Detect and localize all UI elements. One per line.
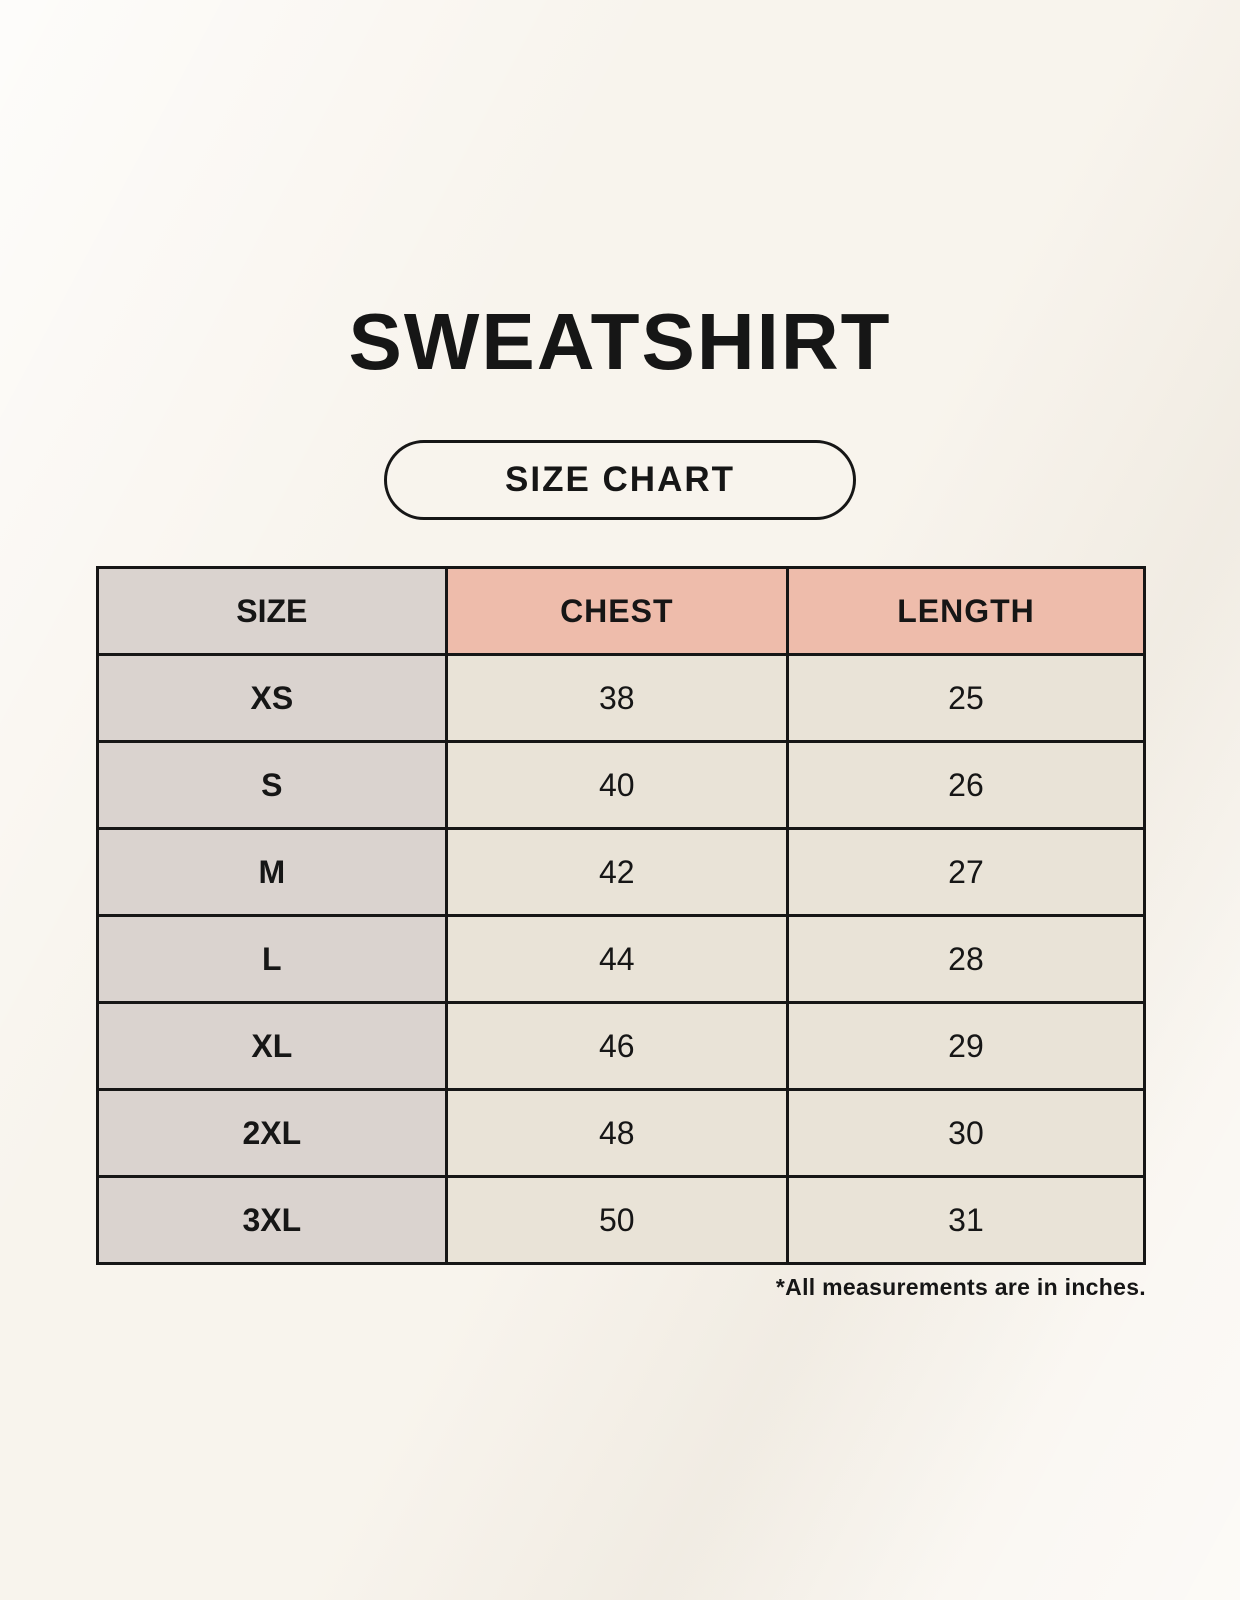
chest-cell: 44 <box>444 914 789 1004</box>
size-cell: XL <box>96 1001 448 1091</box>
table-row: 2XL 48 30 <box>96 1088 1147 1178</box>
length-cell: 25 <box>785 653 1147 743</box>
length-cell: 27 <box>785 827 1147 917</box>
size-table: SIZE CHEST LENGTH XS 38 25 S 40 26 M 42 27 L 44 28 X… <box>96 566 1147 1265</box>
size-cell: 3XL <box>96 1175 448 1265</box>
chest-cell: 38 <box>444 653 789 743</box>
measurements-footnote: *All measurements are in inches. <box>775 1274 1146 1300</box>
length-cell: 30 <box>785 1088 1147 1178</box>
size-cell: L <box>96 914 448 1004</box>
table-row: XS 38 25 <box>96 653 1147 743</box>
length-cell: 31 <box>785 1175 1147 1265</box>
chest-cell: 42 <box>444 827 789 917</box>
size-cell: 2XL <box>96 1088 448 1178</box>
table-header-row: SIZE CHEST LENGTH <box>96 566 1147 656</box>
size-cell: S <box>96 740 448 830</box>
table-row: XL 46 29 <box>96 1001 1147 1091</box>
size-chart-badge: SIZE CHART <box>384 440 856 520</box>
table-row: S 40 26 <box>96 740 1147 830</box>
table-row: 3XL 50 31 <box>96 1175 1147 1265</box>
table-body: XS 38 25 S 40 26 M 42 27 L 44 28 XL 46 29 2XL 48 30 3XL 50 3… <box>96 653 1147 1265</box>
column-header-chest: CHEST <box>444 566 789 656</box>
length-cell: 26 <box>785 740 1147 830</box>
size-cell: XS <box>96 653 448 743</box>
chest-cell: 48 <box>444 1088 789 1178</box>
size-cell: M <box>96 827 448 917</box>
table-row: M 42 27 <box>96 827 1147 917</box>
length-cell: 28 <box>785 914 1147 1004</box>
column-header-length: LENGTH <box>785 566 1147 656</box>
size-chart-badge-label: SIZE CHART <box>505 460 735 499</box>
page-title: SWEATSHIRT <box>348 297 892 386</box>
chest-cell: 40 <box>444 740 789 830</box>
length-cell: 29 <box>785 1001 1147 1091</box>
chest-cell: 50 <box>444 1175 789 1265</box>
table-row: L 44 28 <box>96 914 1147 1004</box>
chest-cell: 46 <box>444 1001 789 1091</box>
size-table-container: SIZE CHEST LENGTH XS 38 25 S 40 26 M 42 27 L 44 28 X… <box>96 566 1147 1301</box>
column-header-size: SIZE <box>96 566 448 656</box>
